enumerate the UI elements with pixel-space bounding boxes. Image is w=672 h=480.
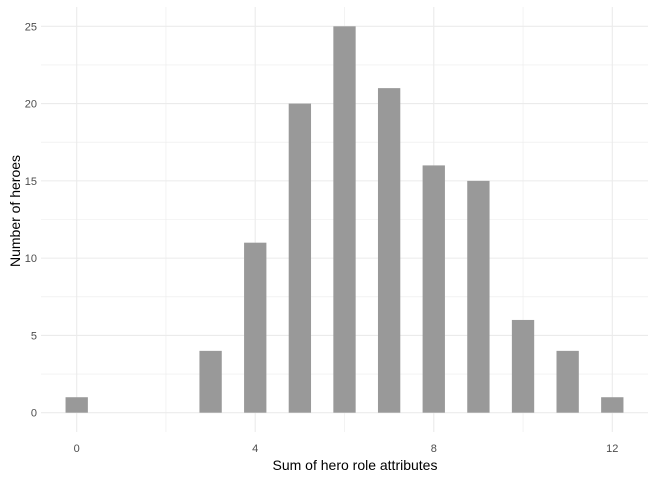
y-tick-label: 15: [25, 176, 37, 188]
y-axis-ticks: 0 5 10 15 20 25: [25, 21, 37, 419]
bar: [467, 180, 490, 413]
x-tick-label: 4: [252, 443, 258, 455]
bars: [65, 26, 624, 413]
x-tick-label: 12: [606, 443, 618, 455]
bar: [511, 319, 535, 413]
bar: [288, 103, 312, 413]
y-tick-label: 5: [31, 330, 37, 342]
bar: [65, 397, 88, 413]
bar: [377, 88, 401, 413]
bar: [199, 350, 222, 413]
x-tick-label: 8: [431, 443, 437, 455]
bar: [556, 350, 579, 413]
bar: [333, 26, 356, 413]
y-tick-label: 20: [25, 99, 37, 111]
y-tick-label: 10: [25, 253, 37, 265]
bar: [422, 165, 445, 413]
x-axis-ticks: 0 4 8 12: [74, 443, 619, 455]
y-tick-label: 25: [25, 21, 37, 33]
bar: [601, 397, 624, 413]
x-tick-label: 0: [74, 443, 80, 455]
y-axis-title: Number of heroes: [7, 155, 23, 267]
x-axis-title: Sum of hero role attributes: [273, 457, 438, 473]
bar: [244, 242, 267, 413]
y-tick-label: 0: [31, 408, 37, 420]
